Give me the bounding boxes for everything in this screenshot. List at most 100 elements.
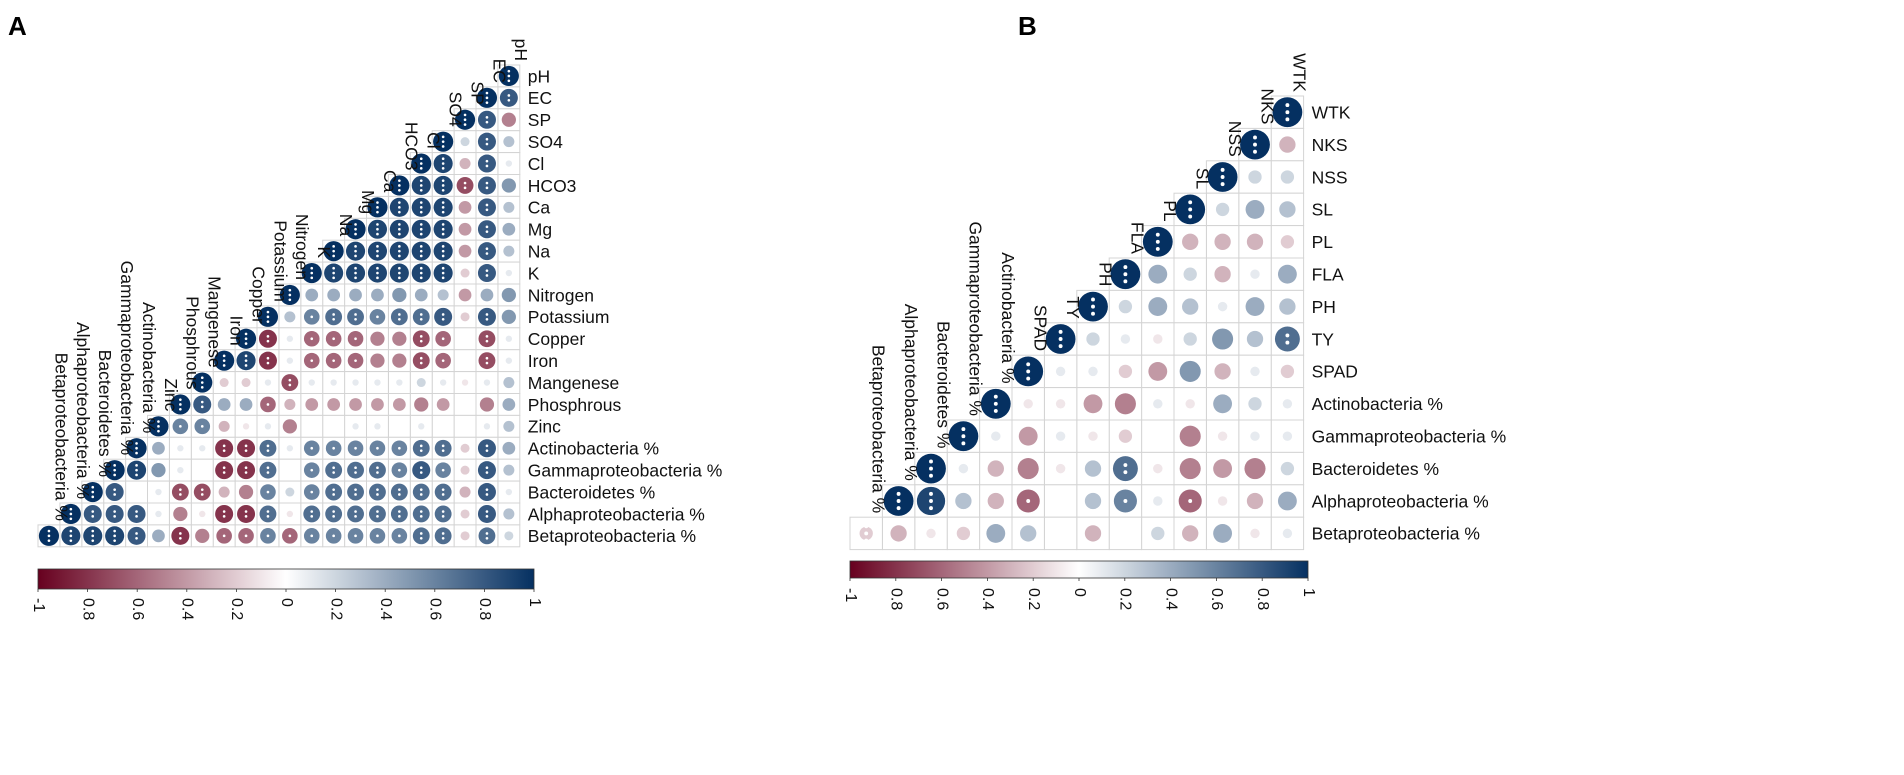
significance-mark: [69, 534, 73, 538]
significance-mark: [419, 471, 423, 474]
corr-circle-alphaproteobacteria-na: [325, 505, 343, 523]
row-label-mg: Mg: [528, 220, 552, 240]
corr-circle-gammaproteobacteria-ec: [477, 461, 496, 480]
column-label-hco3: HCO3: [402, 122, 422, 171]
corr-circle-gammaproteobacteria-ph: [503, 464, 515, 476]
corr-circle-potassium-ec: [477, 307, 496, 326]
corr-circle-gammaproteobacteria-ph: [1088, 431, 1098, 441]
corr-circle-alphaproteobacteria-iron: [215, 504, 234, 523]
significance-mark: [332, 471, 335, 474]
corr-circle-bacteroidetes-ty: [1055, 463, 1066, 474]
corr-circle-k-sp: [460, 268, 470, 278]
corr-circle-zinc-ph: [503, 420, 515, 432]
significance-mark: [485, 186, 489, 190]
corr-circle-k-ec: [477, 264, 496, 283]
significance-mark: [961, 427, 966, 432]
colorbar-a: -1 0.8 0.6 0.4 0.2 0 0.2 0.4 0.6 0.8 1: [30, 568, 543, 620]
corr-circle-actinobacteria-zinc: [152, 441, 165, 455]
significance-mark: [485, 230, 489, 233]
significance-mark: [1220, 182, 1225, 187]
corr-circle-fla-pl: [1148, 264, 1168, 284]
significance-mark: [222, 471, 226, 474]
significance-mark: [441, 359, 445, 362]
significance-mark: [135, 442, 138, 445]
corr-circle-ca-ec: [477, 198, 496, 217]
corr-circle-potassium-nitrogen: [284, 311, 296, 323]
column-label-ty: TY: [1063, 296, 1083, 319]
significance-mark: [398, 493, 401, 496]
significance-mark: [354, 249, 357, 253]
significance-mark: [222, 534, 226, 538]
corr-circle-alphaproteobacteria-pl: [1153, 496, 1163, 506]
significance-mark: [441, 254, 445, 258]
significance-mark: [376, 271, 379, 275]
corr-circle-phosphrous-cl: [414, 397, 429, 412]
significance-mark: [179, 425, 182, 428]
significance-mark: [441, 468, 445, 472]
corr-circle-alphaproteobacteria-nitrogen: [286, 510, 294, 518]
corr-circle-spad-nss: [1214, 363, 1231, 380]
corr-circle-alphaproteobacteria-sp: [460, 509, 470, 519]
significance-mark: [961, 434, 966, 439]
row-label-ty: TY: [1312, 329, 1335, 349]
significance-mark: [419, 444, 423, 448]
corr-circle-alphaproteobacteria-potassium: [259, 505, 277, 523]
corr-circle-zinc-so4: [441, 424, 445, 428]
significance-mark: [441, 210, 445, 214]
significance-mark: [376, 471, 379, 474]
significance-mark: [929, 473, 933, 478]
corr-circle-actinobacteria-iron: [215, 439, 234, 458]
significance-mark: [485, 493, 489, 496]
corr-circle-mangenese-ec: [483, 379, 491, 386]
significance-mark: [896, 499, 901, 503]
colorbar-tick-label: 0.4: [179, 598, 196, 620]
significance-mark: [419, 313, 423, 316]
corr-circle-spad-nks: [1250, 366, 1260, 377]
corr-circle-bacteroidetes-cl: [412, 483, 430, 501]
corr-circle-bacteroidetes-wtk: [1280, 461, 1295, 476]
significance-mark: [113, 529, 116, 533]
corr-circle-phosphrous-k: [305, 398, 319, 411]
significance-mark: [376, 227, 379, 231]
corr-circle-mg-sp: [458, 222, 472, 236]
column-label-betaproteobacteria: Betaproteobacteria %: [869, 345, 889, 513]
row-label-hco3: HCO3: [528, 176, 577, 196]
significance-mark: [929, 459, 933, 464]
column-label-potassium: Potassium: [270, 220, 290, 302]
corr-circle-betaproteobacteria-sp: [460, 531, 470, 541]
corr-circle-alphaproteobacteria-gammaproteobacteria: [955, 492, 972, 510]
corr-circle-spad-ph: [1088, 366, 1098, 377]
corr-circle-so4-ec: [477, 132, 496, 151]
significance-mark: [310, 515, 314, 518]
significance-mark: [441, 140, 445, 143]
significance-mark: [113, 468, 116, 472]
significance-mark: [485, 339, 489, 343]
corr-circle-na-ec: [477, 242, 496, 261]
cell-bg: [1205, 387, 1240, 421]
significance-mark: [929, 506, 933, 511]
corr-circle-gammaproteobacteria-cl: [412, 461, 431, 480]
colorbar-tick-label: 0.2: [1025, 588, 1042, 610]
row-label-betaproteobacteria: Betaproteobacteria %: [528, 526, 696, 546]
column-label-so4: SO4: [445, 92, 465, 127]
corr-circle-alphaproteobacteria-cl: [412, 505, 430, 523]
significance-mark: [91, 495, 95, 499]
significance-mark: [1123, 499, 1128, 503]
corr-circle-bacteroidetes-phosphrous: [171, 483, 189, 501]
significance-mark: [244, 364, 248, 367]
significance-mark: [419, 488, 423, 491]
significance-mark: [419, 184, 423, 187]
row-label-betaproteobacteria: Betaproteobacteria %: [1312, 524, 1480, 544]
corr-circle-gammaproteobacteria-copper: [237, 461, 256, 480]
row-label-sp: SP: [528, 110, 551, 130]
significance-mark: [135, 446, 138, 450]
corr-circle-hco3-ec: [477, 176, 496, 195]
significance-mark: [354, 446, 357, 450]
significance-mark: [441, 488, 445, 491]
correlogram-b-cells: [859, 97, 1303, 543]
corr-circle-iron-hco3: [392, 353, 407, 368]
corr-circle-ty-ph: [1086, 332, 1100, 346]
row-label-gammaproteobacteria: Gammaproteobacteria %: [528, 460, 723, 480]
significance-mark: [332, 359, 335, 362]
